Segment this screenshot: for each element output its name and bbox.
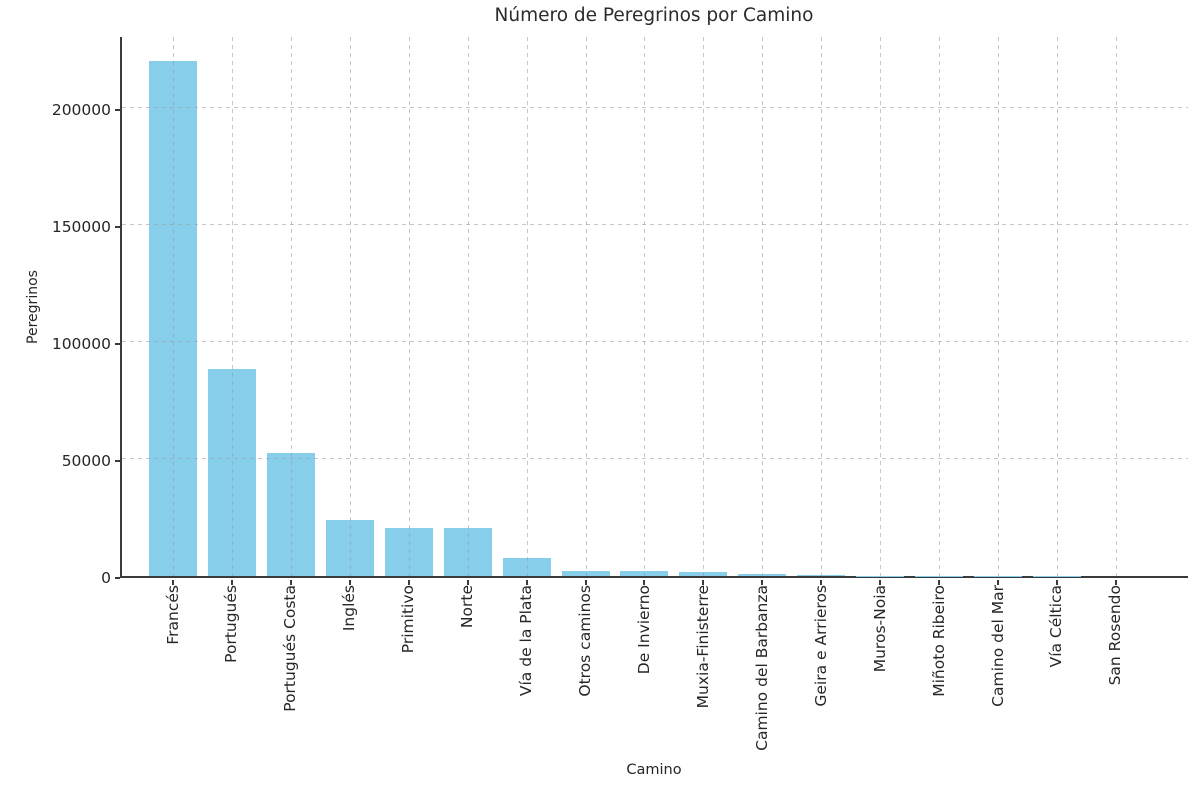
x-tick <box>997 580 1000 585</box>
x-tick <box>938 580 941 585</box>
y-tick <box>115 108 120 111</box>
x-tick-label: Portugués Costa <box>281 585 300 712</box>
x-tick-label: San Rosendo <box>1106 585 1125 686</box>
gridline-x <box>231 37 233 576</box>
y-tick <box>115 225 120 228</box>
x-tick-label: Primitivo <box>399 585 418 654</box>
x-tick-label: Vía de la Plata <box>517 585 536 697</box>
y-tick-label: 150000 <box>51 217 111 236</box>
gridline-x <box>1115 37 1117 576</box>
gridline-y <box>122 458 1188 460</box>
y-tick-label: 100000 <box>51 334 111 353</box>
x-tick-label: Norte <box>458 585 477 629</box>
x-tick-label: Miñoto Ribeiro <box>929 585 948 697</box>
chart-title: Número de Peregrinos por Camino <box>494 5 814 26</box>
x-tick <box>289 580 292 585</box>
gridline-x <box>349 37 351 576</box>
y-tick-label: 200000 <box>51 100 111 119</box>
x-tick <box>879 580 882 585</box>
x-tick-label: Camino del Barbanza <box>752 585 771 751</box>
x-tick <box>702 580 705 585</box>
gridline-x <box>762 37 764 576</box>
grid-layer <box>122 37 1188 576</box>
x-tick-label: Muros-Noia <box>870 585 889 673</box>
gridline-y <box>122 107 1188 109</box>
gridline-x <box>1056 37 1058 576</box>
gridline-x <box>939 37 941 576</box>
x-tick <box>820 580 823 585</box>
x-tick-label: Portugués <box>222 585 241 663</box>
x-tick-label: Inglés <box>340 585 359 632</box>
y-tick <box>115 577 120 579</box>
x-tick <box>407 580 410 585</box>
x-tick <box>643 580 646 585</box>
x-tick <box>525 580 528 585</box>
gridline-y <box>122 224 1188 226</box>
gridline-x <box>467 37 469 576</box>
x-tick <box>1114 580 1117 585</box>
gridline-x <box>526 37 528 576</box>
gridline-y <box>122 341 1188 343</box>
gridline-x <box>585 37 587 576</box>
y-tick <box>115 342 120 345</box>
gridline-x <box>998 37 1000 576</box>
x-tick-label: Camino del Mar <box>988 585 1007 707</box>
plot-area <box>120 37 1188 578</box>
y-tick <box>115 459 120 462</box>
x-tick-label: Geira e Arrieros <box>811 585 830 707</box>
gridline-x <box>644 37 646 576</box>
x-axis-label: Camino <box>626 762 682 778</box>
x-tick-label: Francés <box>163 585 182 645</box>
x-tick-label: Otros caminos <box>576 585 594 697</box>
gridline-x <box>173 37 174 576</box>
x-tick <box>466 580 469 585</box>
x-tick <box>230 580 233 585</box>
x-tick <box>172 580 174 585</box>
x-tick <box>761 580 764 585</box>
gridline-x <box>821 37 823 576</box>
gridline-x <box>408 37 410 576</box>
gridline-x <box>290 37 292 576</box>
x-tick-label: Muxia-Finisterre <box>693 585 712 709</box>
x-tick-label: Vía Céltica <box>1047 585 1066 668</box>
gridline-x <box>880 37 882 576</box>
y-tick-label: 0 <box>101 569 111 587</box>
x-tick-label: De Invierno <box>634 585 653 675</box>
x-tick <box>1055 580 1058 585</box>
x-tick <box>348 580 351 585</box>
gridline-x <box>703 37 705 576</box>
y-axis-label: Peregrinos <box>25 270 41 344</box>
y-tick-label: 50000 <box>61 451 111 470</box>
x-tick <box>584 580 587 585</box>
